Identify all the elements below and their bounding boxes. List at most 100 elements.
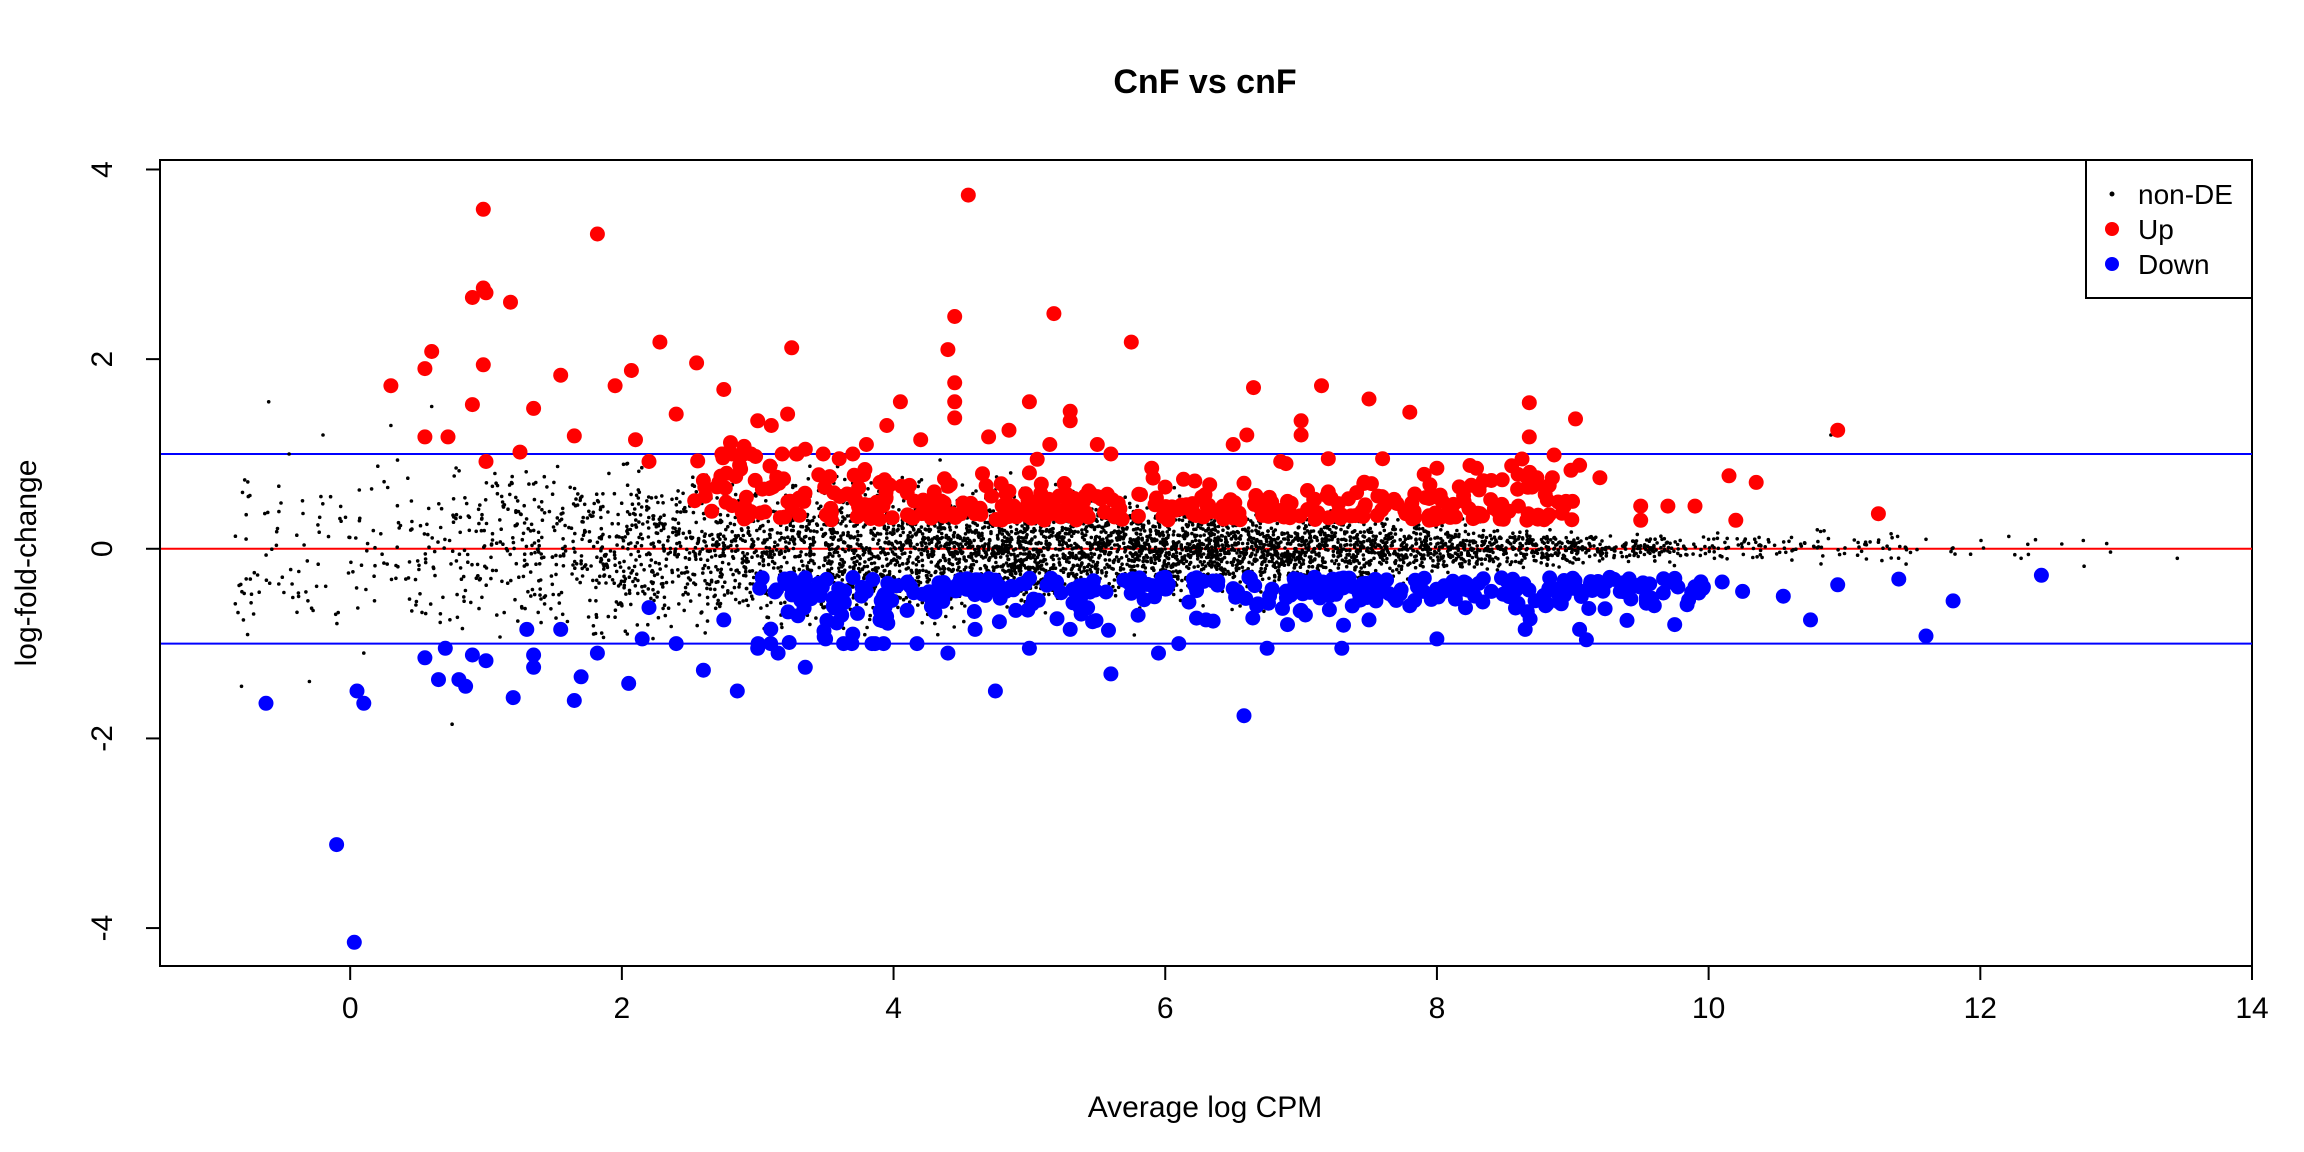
point-non-de	[1412, 560, 1416, 564]
point-non-de	[599, 505, 603, 510]
point-non-de	[1260, 562, 1264, 567]
point-non-de	[1821, 554, 1825, 558]
point-non-de	[478, 503, 482, 507]
point-non-de	[743, 565, 748, 570]
point-non-de	[575, 577, 579, 581]
point-non-de	[808, 622, 812, 627]
point-non-de	[975, 523, 980, 527]
point-non-de	[636, 591, 640, 596]
point-non-de	[1206, 522, 1210, 527]
point-non-de	[1323, 560, 1327, 564]
point-non-de	[1876, 538, 1881, 542]
point-non-de	[946, 547, 950, 551]
point-non-de	[1570, 540, 1575, 545]
point-non-de	[354, 586, 359, 590]
point-non-de	[656, 615, 661, 620]
point-non-de	[767, 532, 772, 537]
point-non-de	[957, 546, 962, 551]
point-non-de	[936, 546, 941, 550]
point-non-de	[1114, 555, 1119, 559]
point-non-de	[1433, 545, 1438, 549]
point-non-de	[494, 568, 499, 573]
point-non-de	[1180, 556, 1185, 561]
point-non-de	[1428, 542, 1433, 546]
point-non-de	[1949, 549, 1953, 554]
point-non-de	[920, 543, 924, 548]
point-non-de	[750, 555, 754, 559]
point-non-de	[637, 520, 641, 524]
point-non-de	[1209, 565, 1214, 569]
point-non-de	[458, 566, 463, 570]
point-non-de	[1027, 552, 1032, 556]
point-non-de	[640, 584, 644, 589]
point-non-de	[750, 542, 754, 547]
point-non-de	[705, 586, 709, 591]
point-non-de	[973, 529, 978, 533]
point-non-de	[1826, 536, 1831, 541]
point-non-de	[1007, 539, 1012, 543]
point-non-de	[579, 561, 583, 566]
point-non-de	[1351, 554, 1356, 559]
point-non-de	[1096, 524, 1100, 529]
point-non-de	[527, 482, 531, 486]
point-non-de	[1180, 578, 1184, 583]
point-non-de	[839, 537, 843, 542]
point-non-de	[1095, 570, 1100, 575]
point-non-de	[1093, 566, 1098, 570]
point-non-de	[620, 536, 624, 540]
point-non-de	[641, 589, 645, 594]
point-non-de	[651, 587, 655, 592]
point-non-de	[1312, 535, 1317, 539]
point-non-de	[773, 540, 777, 544]
point-non-de	[1816, 539, 1820, 544]
point-non-de	[936, 632, 940, 637]
point-non-de	[494, 541, 499, 545]
point-non-de	[649, 542, 653, 546]
point-non-de	[1185, 532, 1190, 537]
point-non-de	[702, 517, 707, 521]
point-non-de	[450, 722, 454, 726]
point-non-de	[995, 533, 1000, 538]
point-non-de	[929, 573, 933, 578]
point-non-de	[1355, 548, 1359, 552]
point-non-de	[843, 477, 847, 482]
point-non-de	[968, 545, 973, 550]
point-non-de	[1271, 533, 1276, 537]
point-non-de	[965, 523, 969, 528]
point-non-de	[1229, 537, 1234, 541]
point-non-de	[719, 567, 724, 572]
point-non-de	[1437, 545, 1442, 549]
point-non-de	[1196, 522, 1201, 527]
point-non-de	[1079, 570, 1083, 574]
point-non-de	[438, 612, 443, 616]
point-non-de	[1036, 552, 1041, 557]
point-non-de	[1707, 549, 1712, 554]
point-non-de	[713, 606, 718, 611]
point-non-de	[1383, 546, 1388, 550]
point-non-de	[1310, 564, 1315, 569]
point-non-de	[1520, 558, 1524, 563]
point-non-de	[852, 548, 857, 552]
point-non-de	[1665, 540, 1670, 545]
point-non-de	[713, 593, 717, 598]
point-non-de	[277, 484, 281, 489]
point-non-de	[1100, 570, 1104, 575]
point-non-de	[765, 537, 769, 542]
point-non-de	[1843, 546, 1847, 550]
point-non-de	[297, 569, 301, 574]
point-non-de	[743, 539, 747, 543]
point-non-de	[1218, 552, 1223, 557]
point-non-de	[1436, 541, 1440, 546]
point-non-de	[601, 492, 605, 496]
point-non-de	[1085, 541, 1089, 545]
point-non-de	[550, 492, 555, 497]
point-non-de	[1815, 546, 1820, 550]
point-non-de	[489, 542, 494, 546]
point-non-de	[660, 575, 664, 580]
point-non-de	[740, 557, 745, 561]
point-non-de	[1135, 552, 1139, 557]
point-non-de	[241, 618, 246, 622]
point-non-de	[937, 560, 941, 564]
point-non-de	[2082, 564, 2086, 568]
point-non-de	[568, 485, 572, 490]
